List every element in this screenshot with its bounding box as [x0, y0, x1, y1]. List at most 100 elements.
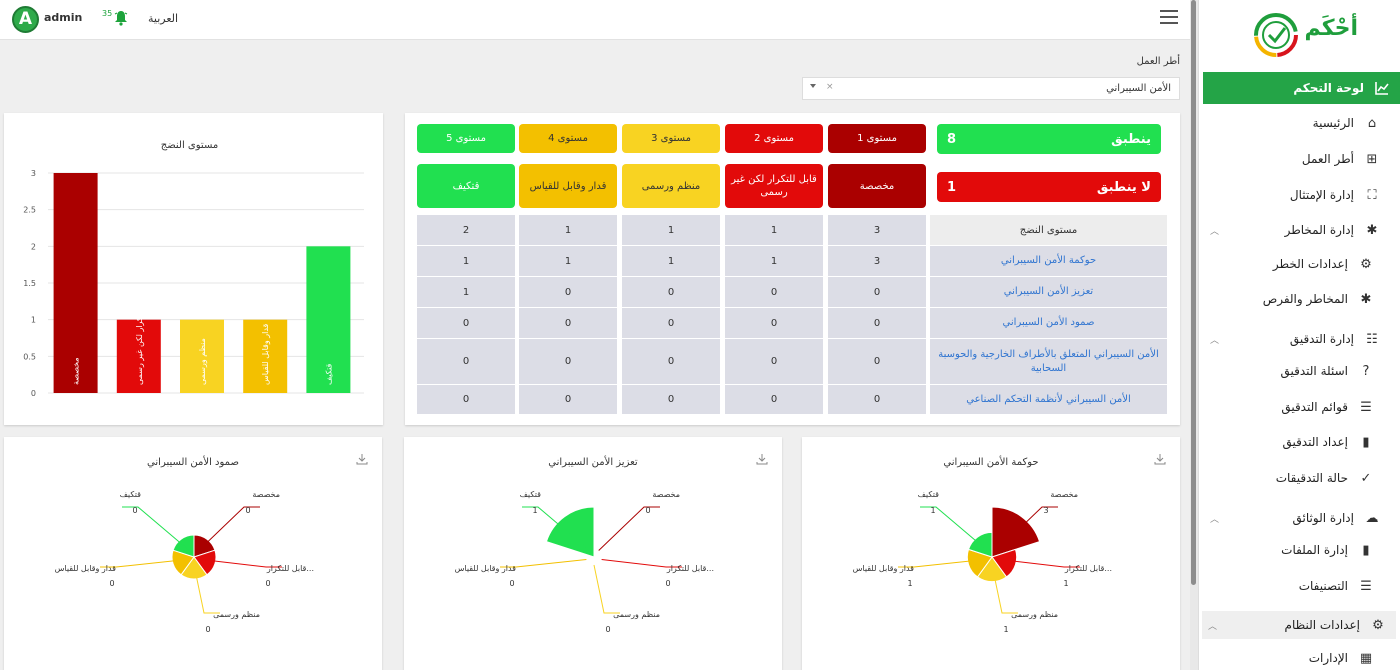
building-icon: ▦	[1359, 650, 1373, 666]
menu-toggle-icon[interactable]	[1160, 10, 1178, 26]
sidebar-item-risk-management[interactable]: ✱ إدارة المخاطر ︿	[1204, 216, 1380, 244]
scrollbar-thumb[interactable]	[1191, 0, 1196, 585]
table-cell: 1	[622, 215, 720, 245]
not-applies-badge: لا ينطبق 1	[937, 172, 1161, 202]
sidebar-item-label: إعدادات الخطر	[1272, 257, 1348, 271]
table-cell: 1	[417, 246, 515, 276]
polar-label: قابل للتكرار...	[666, 564, 714, 573]
leader-line	[122, 506, 190, 551]
sidebar-item-label: الإدارات	[1308, 651, 1348, 665]
sidebar-item-frameworks[interactable]: ⊞ أطر العمل	[1204, 145, 1380, 173]
leader-line	[193, 564, 220, 614]
level-description: مخصصة	[828, 164, 926, 208]
polar-value: 0	[665, 579, 670, 588]
username[interactable]: admin	[44, 11, 83, 24]
download-icon[interactable]	[356, 453, 368, 465]
chevron-down-icon[interactable]	[810, 84, 816, 88]
notification-count: 35	[102, 9, 113, 18]
sidebar-item-audit-setup[interactable]: ▮ إعداد التدقيق	[1198, 428, 1374, 456]
chevron-up-icon: ︿	[1210, 226, 1220, 237]
table-cell: 0	[622, 339, 720, 384]
polar-value: 0	[205, 625, 210, 634]
bar[interactable]	[116, 319, 161, 393]
sidebar-item-classifications[interactable]: ☰ التصنيفات	[1198, 572, 1374, 600]
gears-icon: ⚙	[1372, 617, 1384, 633]
table-cell: 0	[828, 308, 926, 338]
sidebar-item-file-management[interactable]: ▮ إدارة الملفات	[1198, 536, 1374, 564]
maturity-column-header: مستوى النضج	[930, 215, 1167, 245]
y-tick-label: 0.5	[23, 352, 36, 361]
domain-link[interactable]: حوكمة الأمن السيبراني	[930, 246, 1167, 276]
framework-select[interactable]: الأمن السيبراني	[802, 77, 1180, 100]
gears-icon: ⚙	[1360, 256, 1372, 272]
sidebar-item-home[interactable]: ⌂ الرئيسية	[1204, 109, 1380, 137]
leader-line	[593, 564, 620, 614]
polar-value: 1	[930, 506, 935, 515]
leader-line	[522, 506, 590, 551]
table-cell: 3	[828, 215, 926, 245]
y-tick-label: 2	[31, 242, 36, 251]
line-chart-icon	[1375, 82, 1389, 95]
chevron-up-icon: ︿	[1210, 514, 1220, 525]
y-tick-label: 0	[31, 389, 36, 398]
table-cell: 0	[417, 339, 515, 384]
logo	[1254, 13, 1298, 57]
cloud-upload-icon: ☁	[1365, 510, 1379, 526]
sidebar-item-label: التصنيفات	[1298, 579, 1348, 593]
table-cell: 1	[725, 215, 823, 245]
logo-text: أحْكَم	[1304, 16, 1358, 41]
sidebar-item-system-settings[interactable]: ⚙ إعدادات النظام ︿	[1202, 611, 1396, 639]
y-tick-label: 3	[31, 169, 36, 178]
table-cell: 0	[828, 385, 926, 414]
sidebar-item-risks-opportunities[interactable]: ✱ المخاطر والفرص	[1198, 285, 1374, 313]
language-switch[interactable]: العربية	[148, 12, 179, 25]
table-cell: 0	[725, 339, 823, 384]
bar[interactable]	[180, 319, 224, 393]
table-cell: 3	[828, 246, 926, 276]
level-header: مستوى 4	[519, 124, 617, 153]
sidebar-item-document-management[interactable]: ☁ إدارة الوثائق ︿	[1204, 504, 1380, 532]
level-header: مستوى 5	[417, 124, 515, 153]
polar-label: قابل للتكرار...	[266, 564, 314, 573]
table-cell: 0	[417, 308, 515, 338]
polar-chart-card-resilience: صمود الأمن السيبراني مخصصة 0 قابل للتكرار.…	[4, 437, 382, 670]
sidebar-item-compliance[interactable]: ⛶ إدارة الإمتثال	[1204, 181, 1380, 209]
bar-label: قابل للتكرار لكن غير رسمى	[135, 292, 144, 385]
polar-value: 1	[907, 579, 912, 588]
applies-value: 8	[947, 131, 957, 147]
polar-value: 0	[245, 506, 250, 515]
level-header: مستوى 1	[828, 124, 926, 153]
avatar[interactable]: A	[12, 6, 39, 33]
bar[interactable]	[306, 246, 351, 393]
polar-value: 1	[1063, 579, 1068, 588]
table-cell: 1	[519, 246, 617, 276]
sidebar-item-audit-status[interactable]: ✓ حالة التدقيقات	[1198, 464, 1374, 492]
domain-link[interactable]: الأمن السيبراني لأنظمة التحكم الصناعي	[930, 385, 1167, 414]
sidebar-item-audit-management[interactable]: ☷ إدارة التدقيق ︿	[1204, 325, 1380, 353]
sidebar-item-risk-settings[interactable]: ⚙ إعدادات الخطر	[1198, 250, 1374, 278]
polar-value: 0	[645, 506, 650, 515]
download-icon[interactable]	[756, 453, 768, 465]
domain-link[interactable]: الأمن السيبراني المتعلق بالأطراف الخارجي…	[930, 339, 1167, 384]
sidebar-item-audit-checklists[interactable]: ☰ قوائم التدقيق	[1198, 393, 1374, 421]
domain-link[interactable]: صمود الأمن السيبراني	[930, 308, 1167, 338]
bell-icon[interactable]	[114, 10, 128, 26]
domain-link[interactable]: تعزيز الأمن السيبراني	[930, 277, 1167, 307]
polar-value: 0	[132, 506, 137, 515]
download-icon[interactable]	[1154, 453, 1166, 465]
polar-label: قتكيف	[120, 490, 142, 499]
sidebar-item-departments[interactable]: ▦ الإدارات	[1198, 644, 1374, 670]
select-clear-icon[interactable]: ×	[826, 82, 834, 92]
table-cell: 1	[519, 215, 617, 245]
bar[interactable]	[243, 319, 288, 393]
home-icon: ⌂	[1367, 115, 1377, 131]
chevron-up-icon: ︿	[1208, 621, 1218, 632]
sidebar-item-label: اسئلة التدقيق	[1280, 364, 1348, 378]
sidebar-item-dashboard[interactable]: لوحة التحكم	[1203, 72, 1400, 104]
bar[interactable]	[53, 173, 98, 393]
bar-chart: 0 0.5 1 1.5 2 2.5 3 مخصصة قابل للتكرار لكن غير ر…	[23, 169, 364, 398]
sidebar-item-audit-questions[interactable]: ? اسئلة التدقيق	[1198, 357, 1374, 385]
polar-sector[interactable]	[545, 506, 595, 558]
level-header: مستوى 2	[725, 124, 823, 153]
